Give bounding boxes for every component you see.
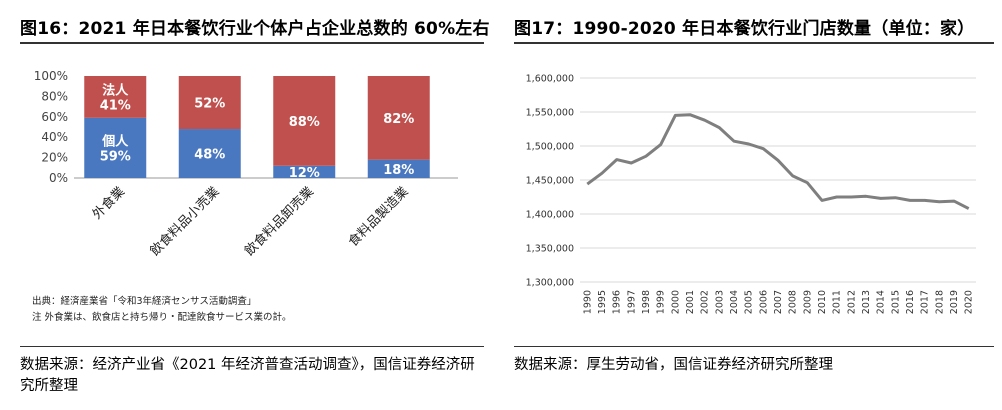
x-tick-label: 1998	[641, 290, 652, 314]
x-tick-label: 2018	[934, 290, 945, 314]
figure-17-source: 数据来源：厚生劳动省，国信证券经济研究所整理	[514, 357, 833, 373]
figure-17-bottom-rule	[514, 346, 994, 347]
x-tick-label: 1999	[656, 290, 667, 314]
figure-16-chart: 0% 20% 40% 60% 80% 100% 個人 59% 法人 41% 外食業 48% 52% 飲食料…	[28, 56, 466, 334]
x-tick-label: 2012	[846, 290, 857, 314]
bar-data-label: 59%	[100, 149, 131, 164]
y-tick-label: 40%	[41, 130, 68, 144]
bar-data-label: 法人	[102, 82, 129, 98]
x-tick-label: 2015	[890, 290, 901, 314]
y-tick-label: 60%	[41, 110, 68, 124]
figure-17-title: 图17：1990-2020 年日本餐饮行业门店数量（单位：家）	[514, 19, 975, 39]
bar-segment-corporate	[367, 76, 430, 160]
line-chart: 1,300,000 1,350,000 1,400,000 1,450,000 1,50…	[526, 74, 976, 314]
footnote-note: 注 外食業は、飲食店と持ち帰り・配達飲食サービス業の計。	[32, 311, 292, 323]
x-tick-label: 2010	[817, 290, 828, 314]
y-tick-label: 100%	[34, 69, 68, 83]
x-tick-label: 2019	[949, 290, 960, 314]
x-tick-label: 1996	[612, 290, 623, 314]
bar-segment-individual	[273, 165, 336, 178]
bar-segment-corporate	[273, 76, 336, 166]
x-tick-label: 2016	[905, 290, 916, 314]
y-tick-label: 1,550,000	[526, 108, 574, 119]
x-tick-label: 1990	[582, 290, 593, 314]
y-tick-label: 1,500,000	[526, 142, 574, 153]
x-tick-label: 2020	[964, 290, 975, 314]
y-tick-label: 0%	[49, 171, 68, 185]
bar-segment-corporate	[178, 76, 241, 130]
bar-segment-individual	[367, 159, 430, 178]
bar-data-label: 18%	[383, 163, 414, 178]
x-tick-label: 2014	[876, 290, 887, 314]
x-tick-label: 2009	[802, 290, 813, 314]
bar-data-label: 82%	[383, 112, 414, 127]
x-tick-label: 2005	[744, 290, 755, 314]
figure-16-top-rule	[20, 42, 484, 44]
x-category-label: 外食業	[89, 184, 128, 223]
x-tick-label: 2003	[714, 290, 725, 314]
x-tick-label: 1995	[597, 290, 608, 314]
y-tick-label: 1,450,000	[526, 176, 574, 187]
x-tick-label: 2013	[861, 290, 872, 314]
x-tick-label: 2000	[670, 290, 681, 314]
y-tick-label: 1,600,000	[526, 74, 574, 85]
footnote-source: 出典：経済産業省「令和3年経済センサス活動調査」	[32, 295, 256, 307]
figure-16-title: 图16：2021 年日本餐饮行业个体户占企业总数的 60%左右	[20, 19, 490, 39]
bar-data-label: 52%	[194, 97, 225, 112]
x-category-label: 飲食料品小売業	[147, 184, 223, 260]
x-tick-label: 2007	[773, 290, 784, 314]
figure-16-bottom-rule	[20, 346, 484, 347]
figure-17-top-rule	[514, 42, 994, 44]
figure-16-panel: 图16：2021 年日本餐饮行业个体户占企业总数的 60%左右 0% 20% 40%…	[0, 0, 490, 410]
bar-segment-individual	[84, 117, 147, 178]
x-tick-label: 2001	[685, 290, 696, 314]
y-tick-label: 1,400,000	[526, 210, 574, 221]
bar-data-label: 12%	[289, 166, 320, 181]
bar-data-label: 48%	[194, 148, 225, 163]
bar-data-label: 88%	[289, 115, 320, 130]
x-category-label: 飲食料品卸売業	[241, 184, 317, 260]
x-tick-label: 2002	[700, 290, 711, 314]
figure-17-panel: 图17：1990-2020 年日本餐饮行业门店数量（单位：家） 1,300,00…	[506, 0, 1002, 410]
x-tick-label: 2017	[920, 290, 931, 314]
y-tick-label: 1,350,000	[526, 244, 574, 255]
bar-data-label: 41%	[100, 98, 131, 113]
series-line	[586, 113, 970, 210]
bar-segment-individual	[178, 129, 241, 178]
bar-data-label: 個人	[101, 133, 129, 149]
x-category-label: 食料品製造業	[345, 184, 411, 250]
y-tick-label: 80%	[41, 89, 68, 103]
figure-17-chart: 1,300,000 1,350,000 1,400,000 1,450,000 1,50…	[514, 50, 986, 340]
x-tick-label: 2011	[832, 290, 843, 314]
y-tick-label: 20%	[41, 151, 68, 165]
x-tick-label: 2004	[729, 290, 740, 314]
figure-16-source: 数据来源：经济产业省《2021 年经济普查活动调查》，国信证券经济研究所整理	[20, 357, 475, 394]
y-tick-label: 1,300,000	[526, 278, 574, 289]
x-tick-label: 1997	[626, 290, 637, 314]
x-tick-label: 2008	[788, 290, 799, 314]
x-tick-label: 2006	[758, 290, 769, 314]
bar-segment-corporate	[84, 76, 147, 118]
